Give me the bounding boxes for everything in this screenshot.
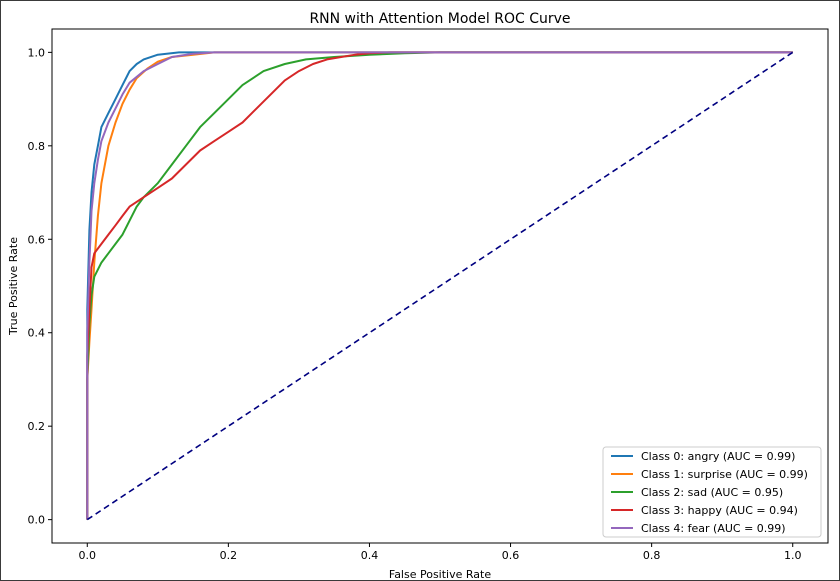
legend: Class 0: angry (AUC = 0.99) Class 1: surp…: [602, 446, 822, 538]
chart-title: RNN with Attention Model ROC Curve: [309, 11, 570, 27]
y-tick-label: 0.8: [28, 140, 46, 153]
y-tick-label: 0.0: [28, 514, 46, 527]
chance-diagonal-line: [86, 51, 794, 521]
x-tick-label: 0.4: [361, 549, 379, 562]
series-layer: [86, 51, 794, 521]
y-tick-label: 0.2: [28, 420, 46, 433]
series-line-0: [86, 51, 793, 520]
legend-label-2: Class 2: sad (AUC = 0.95): [641, 486, 783, 499]
x-tick-label: 0.2: [220, 549, 238, 562]
y-tick-label: 0.6: [28, 233, 46, 246]
plot-frame: [51, 28, 829, 544]
legend-label-3: Class 3: happy (AUC = 0.94): [641, 504, 798, 517]
legend-box: [602, 446, 822, 538]
x-tick-label: 1.0: [784, 549, 802, 562]
y-tick-label: 0.4: [28, 327, 46, 340]
axes-ticks: 0.0 0.2 0.4 0.6 0.8 1.0 0.0 0.2 0.4 0.6 0.8 1.0: [28, 46, 802, 562]
x-tick-label: 0.8: [643, 549, 661, 562]
y-axis-label: True Positive Rate: [7, 237, 20, 336]
series-line-3: [86, 51, 793, 520]
x-tick-label: 0.0: [79, 549, 97, 562]
legend-label-4: Class 4: fear (AUC = 0.99): [641, 522, 786, 535]
y-tick-label: 1.0: [28, 46, 46, 59]
legend-label-0: Class 0: angry (AUC = 0.99): [641, 450, 795, 463]
legend-label-1: Class 1: surprise (AUC = 0.99): [641, 468, 808, 481]
series-line-2: [86, 51, 793, 520]
x-tick-label: 0.6: [502, 549, 520, 562]
x-axis-label: False Positive Rate: [389, 568, 491, 581]
series-line-4: [86, 51, 793, 520]
